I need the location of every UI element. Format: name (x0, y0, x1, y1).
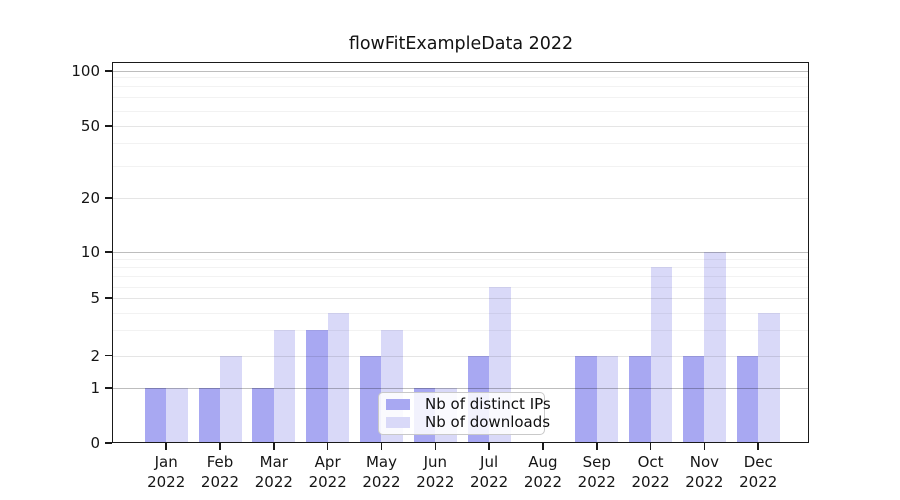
x-tick-mark-0 (165, 443, 167, 450)
minor-gridline-70 (113, 97, 809, 99)
x-tick-label-11: Dec 2022 (739, 453, 778, 491)
y-tick-mark-0 (105, 442, 112, 444)
y-tick-label-100: 100 (71, 62, 100, 80)
bar-distinct-ips (144, 388, 167, 443)
minor-gridline-9 (113, 259, 809, 261)
legend-swatch-distinct-ips (386, 399, 410, 410)
gridline-50 (113, 126, 809, 128)
x-tick-mark-3 (326, 443, 329, 450)
bar-downloads (704, 252, 726, 443)
gridline-5 (113, 298, 809, 300)
y-tick-mark-10 (105, 251, 112, 253)
y-tick-label-5: 5 (90, 289, 100, 307)
bar-downloads (273, 330, 296, 443)
x-tick-label-1: Feb 2022 (200, 453, 240, 491)
gridline-1 (113, 388, 809, 390)
y-tick-mark-20 (105, 197, 112, 199)
y-tick-label-20: 20 (80, 189, 100, 207)
chart-title: flowFitExampleData 2022 (348, 34, 574, 54)
y-tick-mark-2 (105, 354, 112, 357)
minor-gridline-4 (113, 312, 809, 314)
minor-gridline-30 (113, 165, 809, 167)
x-tick-label-10: Nov 2022 (685, 453, 724, 491)
y-tick-label-10: 10 (80, 243, 100, 261)
minor-gridline-40 (113, 143, 809, 145)
y-tick-mark-100 (105, 70, 112, 72)
x-tick-mark-5 (434, 443, 437, 450)
x-tick-mark-6 (488, 443, 490, 450)
bar-distinct-ips (629, 355, 651, 443)
x-tick-mark-8 (595, 443, 598, 450)
y-tick-mark-1 (105, 387, 112, 389)
minor-gridline-8 (113, 267, 809, 269)
bar-downloads (758, 312, 780, 443)
minor-gridline-6 (113, 286, 809, 288)
bar-distinct-ips (252, 388, 274, 443)
plot-area (113, 63, 809, 443)
x-tick-mark-7 (542, 443, 544, 450)
x-tick-label-6: Jul 2022 (470, 453, 509, 491)
y-tick-mark-50 (105, 125, 112, 127)
bar-distinct-ips (575, 355, 597, 443)
bar-distinct-ips (736, 355, 759, 443)
minor-gridline-7 (113, 276, 809, 278)
y-tick-label-2: 2 (90, 346, 100, 365)
bar-downloads (596, 355, 619, 443)
x-tick-label-8: Sep 2022 (577, 453, 616, 491)
bar-downloads (650, 267, 673, 443)
y-tick-mark-5 (105, 297, 112, 299)
x-tick-label-4: May 2022 (362, 453, 401, 491)
x-tick-label-9: Oct 2022 (631, 453, 670, 491)
legend-label-distinct-ips: Nb of distinct IPs (425, 395, 551, 413)
bar-downloads (327, 312, 350, 443)
minor-gridline-3 (113, 330, 809, 332)
bar-downloads (220, 355, 242, 443)
x-tick-label-5: Jun 2022 (416, 453, 455, 491)
y-tick-label-0: 0 (90, 434, 100, 452)
legend-item-distinct-ips: Nb of distinct IPs (386, 396, 551, 413)
x-tick-label-2: Mar 2022 (254, 453, 293, 491)
legend-swatch-downloads (386, 417, 410, 428)
legend: Nb of distinct IPs Nb of downloads (378, 392, 551, 435)
y-tick-label-1: 1 (90, 379, 100, 397)
x-tick-label-3: Apr 2022 (308, 453, 347, 491)
gridline-100 (113, 71, 809, 73)
x-tick-mark-10 (703, 443, 706, 450)
gridline-2 (113, 355, 809, 357)
bar-distinct-ips (359, 355, 382, 443)
legend-item-downloads: Nb of downloads (386, 414, 550, 431)
minor-gridline-80 (113, 86, 809, 88)
x-tick-label-7: Aug 2022 (523, 453, 563, 491)
x-tick-mark-1 (219, 443, 221, 450)
bar-downloads (166, 388, 188, 443)
bar-distinct-ips (198, 388, 221, 443)
x-tick-mark-2 (273, 443, 275, 450)
x-tick-mark-9 (649, 443, 652, 450)
bar-distinct-ips (306, 330, 328, 443)
minor-gridline-60 (113, 110, 809, 112)
gridline-10 (113, 252, 809, 254)
x-tick-mark-4 (380, 443, 383, 450)
x-tick-mark-11 (757, 443, 759, 450)
legend-label-downloads: Nb of downloads (425, 413, 551, 431)
minor-gridline-90 (113, 76, 809, 78)
bar-distinct-ips (682, 355, 705, 443)
gridline-20 (113, 198, 809, 200)
y-tick-label-50: 50 (80, 117, 100, 135)
x-tick-label-0: Jan 2022 (147, 453, 186, 491)
